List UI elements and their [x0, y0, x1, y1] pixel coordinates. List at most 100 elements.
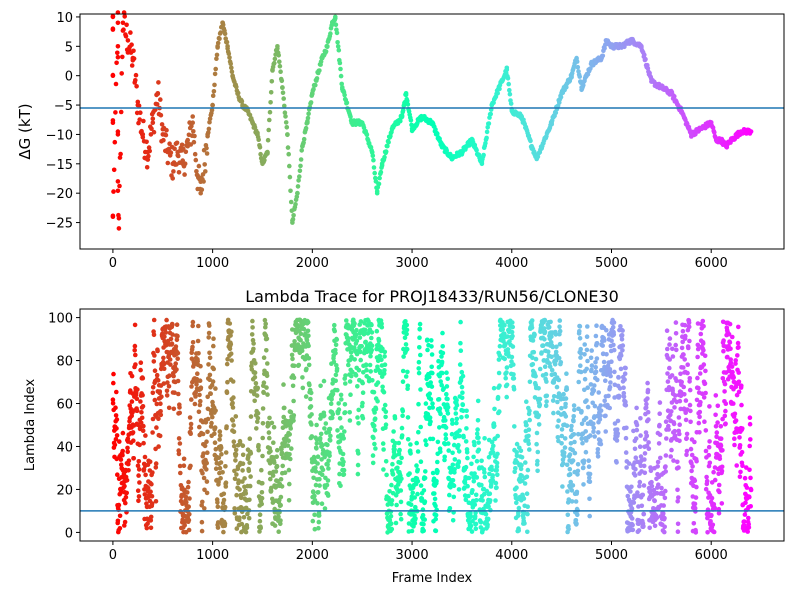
lambda-point — [732, 411, 738, 417]
lambda-point — [418, 459, 424, 465]
lambda-point — [733, 358, 738, 363]
lambda-point — [496, 370, 502, 376]
lambda-point — [603, 378, 608, 384]
lambda-point — [274, 463, 280, 469]
lambda-point — [616, 375, 621, 380]
lambda-point — [375, 380, 381, 385]
lambda-point — [748, 437, 753, 442]
lambda-point — [582, 376, 588, 382]
lambda-point — [432, 496, 438, 502]
delta-g-point — [110, 214, 116, 219]
delta-g-point — [192, 151, 198, 157]
lambda-point — [363, 339, 369, 345]
lambda-point — [732, 436, 737, 442]
lambda-point — [713, 424, 719, 429]
lambda-point — [455, 464, 461, 470]
lambda-point — [557, 328, 563, 334]
lambda-point — [535, 449, 541, 455]
lambda-point — [343, 381, 348, 386]
lambda-point — [706, 452, 712, 458]
lambda-point — [460, 408, 466, 414]
lambda-point — [415, 449, 421, 454]
lambda-point — [553, 349, 559, 355]
lambda-point — [236, 478, 241, 483]
lambda-point — [172, 390, 177, 396]
lambda-point — [380, 346, 385, 352]
lambda-point — [495, 394, 501, 400]
lambda-point — [542, 329, 548, 335]
lambda-point — [225, 317, 231, 323]
lambda-point — [616, 393, 622, 399]
lambda-point — [472, 471, 477, 476]
lambda-point — [387, 489, 392, 494]
lambda-point — [578, 369, 584, 375]
lambda-point — [200, 471, 205, 476]
delta-g-point — [212, 71, 218, 77]
lambda-point — [575, 512, 580, 518]
lambda-point — [360, 400, 365, 406]
lambda-point — [126, 461, 131, 467]
lambda-point — [124, 490, 129, 496]
lambda-point — [342, 429, 347, 434]
delta-g-point — [272, 56, 278, 62]
lambda-point — [138, 399, 143, 404]
lambda-point — [249, 332, 255, 337]
delta-g-point — [223, 36, 228, 41]
lambda-point — [594, 323, 599, 329]
lambda-point — [133, 362, 138, 367]
lambda-point — [657, 432, 663, 438]
delta-g-point — [379, 161, 385, 167]
lambda-point — [571, 403, 577, 408]
lambda-point — [443, 436, 449, 442]
delta-g-point — [528, 138, 533, 144]
lambda-point — [661, 503, 666, 508]
lambda-point — [456, 449, 462, 454]
lambda-point — [337, 471, 342, 477]
lambda-point — [457, 362, 463, 367]
delta-g-point — [144, 139, 149, 145]
delta-g-point — [383, 149, 389, 154]
lambda-point — [296, 362, 302, 368]
lambda-point — [140, 392, 145, 398]
lambda-point — [204, 490, 210, 496]
lambda-point — [272, 523, 278, 528]
lambda-point — [596, 430, 601, 435]
delta-g-point — [553, 110, 559, 116]
lambda-point — [518, 466, 524, 472]
lambda-point — [149, 481, 154, 487]
delta-g-point — [280, 90, 286, 95]
lambda-point — [234, 492, 239, 498]
lambda-point — [694, 397, 700, 403]
lambda-point — [178, 470, 183, 476]
delta-g-point — [229, 69, 235, 74]
lambda-point — [341, 467, 347, 473]
lambda-point — [312, 512, 317, 518]
lambda-point — [240, 461, 246, 467]
delta-g-point — [485, 125, 491, 130]
delta-g-point — [338, 73, 344, 79]
y-tick-label: 5 — [65, 40, 73, 55]
delta-g-point — [299, 148, 305, 153]
lambda-point — [439, 359, 445, 365]
delta-g-point — [269, 79, 275, 84]
delta-g-point — [629, 38, 634, 43]
lambda-point — [244, 525, 250, 531]
lambda-point — [456, 442, 461, 448]
lambda-point — [504, 382, 510, 388]
lambda-point — [117, 439, 122, 444]
lambda-point — [260, 453, 265, 459]
lambda-point — [279, 450, 285, 456]
lambda-point — [161, 361, 167, 367]
lambda-point — [586, 464, 592, 470]
lambda-point — [519, 455, 525, 460]
lambda-point — [378, 370, 383, 375]
lambda-point — [190, 319, 196, 325]
lambda-point — [641, 463, 647, 469]
lambda-point — [673, 342, 678, 348]
lambda-point — [591, 425, 596, 431]
lambda-point — [581, 465, 586, 470]
lambda-point — [400, 408, 406, 414]
lambda-point — [116, 502, 122, 508]
lambda-point — [152, 368, 158, 374]
lambda-point — [358, 319, 364, 324]
